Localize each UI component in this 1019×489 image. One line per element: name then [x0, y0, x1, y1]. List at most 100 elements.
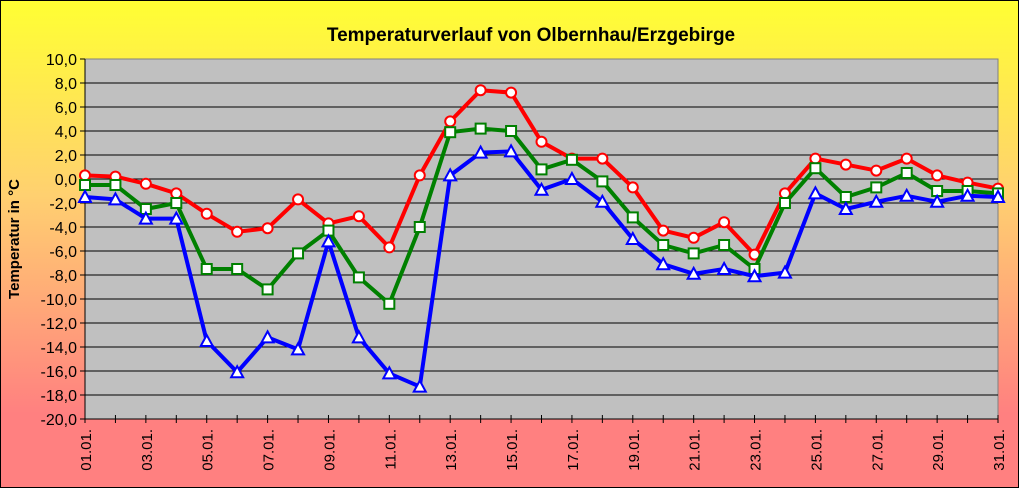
chart-title: Temperaturverlauf von Olbernhau/Erzgebir…	[327, 25, 735, 46]
data-point	[596, 152, 609, 165]
data-point	[900, 152, 913, 165]
x-tick-label: 01.01.	[78, 429, 95, 471]
data-point	[261, 222, 274, 235]
x-tick-label: 13.01.	[443, 429, 460, 471]
y-tick-label: 6,0	[55, 100, 77, 117]
plot-area	[84, 58, 999, 420]
data-point	[383, 241, 396, 254]
data-point	[381, 365, 398, 380]
y-tick-label: -2,0	[49, 196, 77, 213]
y-tick-label: 4,0	[55, 124, 77, 141]
y-tick-label: -20,0	[41, 412, 78, 429]
y-tick-label: -16,0	[41, 364, 78, 381]
data-point	[229, 364, 245, 379]
y-tick-label: 10,0	[46, 52, 77, 69]
data-point	[231, 263, 244, 275]
data-point	[109, 179, 122, 191]
data-point	[809, 162, 822, 175]
data-point	[412, 378, 428, 393]
x-tick-label: 07.01.	[261, 429, 278, 471]
data-point	[170, 197, 183, 209]
data-point	[79, 179, 91, 191]
data-point	[170, 187, 183, 200]
data-point	[107, 191, 124, 206]
x-tick-label: 05.01.	[200, 429, 217, 471]
data-point	[625, 230, 641, 245]
x-tick-label: 23.01.	[748, 429, 765, 471]
data-point	[472, 144, 489, 159]
y-axis-label: Temperatur in °C	[6, 179, 23, 299]
data-point	[199, 332, 215, 347]
data-point	[870, 164, 883, 177]
y-tick-label: -8,0	[49, 268, 77, 285]
data-point	[474, 122, 487, 135]
y-tick-label: 0,0	[55, 172, 77, 189]
data-point	[777, 264, 793, 279]
data-point	[138, 210, 154, 225]
data-point	[807, 185, 824, 200]
data-point	[899, 187, 915, 202]
data-point	[657, 224, 670, 237]
data-point	[533, 181, 550, 196]
data-point	[931, 169, 944, 182]
y-tick-label: -6,0	[49, 244, 77, 261]
y-tick-label: 8,0	[55, 76, 77, 93]
data-point	[839, 191, 852, 203]
data-point	[320, 233, 337, 248]
y-tick-label: -18,0	[41, 388, 78, 405]
data-point	[687, 231, 700, 244]
x-tick-label: 17.01.	[565, 429, 582, 471]
data-point	[657, 239, 670, 251]
data-point	[626, 211, 639, 224]
data-point	[352, 210, 365, 223]
data-point	[626, 181, 639, 194]
data-point	[139, 177, 152, 190]
y-tick-label: -10,0	[41, 292, 78, 309]
data-point	[959, 187, 976, 202]
data-point	[718, 239, 731, 251]
x-tick-label: 11.01.	[382, 429, 399, 470]
data-point	[900, 167, 913, 179]
x-tick-label: 25.01.	[808, 429, 825, 471]
x-tick-label: 21.01.	[687, 429, 704, 471]
y-tick-label: -14,0	[41, 340, 78, 357]
data-point	[778, 197, 791, 209]
data-point	[259, 329, 276, 344]
data-point	[505, 86, 518, 99]
data-point	[929, 193, 945, 208]
data-point	[596, 175, 609, 188]
data-point	[535, 135, 548, 148]
data-point	[655, 256, 671, 271]
data-point	[200, 263, 213, 275]
x-tick-label: 03.01.	[139, 429, 156, 471]
data-point	[168, 210, 184, 225]
data-point	[442, 167, 458, 182]
data-point	[231, 225, 244, 238]
data-point	[535, 163, 548, 176]
data-point	[838, 200, 854, 215]
x-tick-label: 27.01.	[869, 429, 886, 471]
data-point	[839, 158, 852, 171]
y-tick-label: -12,0	[41, 316, 78, 333]
y-tick-label: 2,0	[55, 148, 77, 165]
data-point	[990, 188, 1006, 203]
data-point	[594, 193, 611, 208]
data-point	[746, 268, 763, 283]
data-point	[718, 216, 731, 229]
data-point	[503, 143, 519, 158]
data-point	[868, 193, 884, 208]
data-point	[79, 169, 91, 182]
x-tick-label: 15.01.	[504, 429, 521, 471]
data-point	[870, 181, 883, 194]
data-point	[413, 221, 426, 233]
x-tick-label: 19.01.	[626, 429, 643, 471]
x-tick-label: 29.01.	[930, 429, 947, 471]
data-point	[809, 152, 822, 165]
y-tick-label: -4,0	[49, 220, 77, 237]
data-point	[383, 297, 396, 310]
data-point	[290, 341, 306, 356]
data-point	[413, 169, 426, 182]
data-point	[292, 247, 305, 260]
